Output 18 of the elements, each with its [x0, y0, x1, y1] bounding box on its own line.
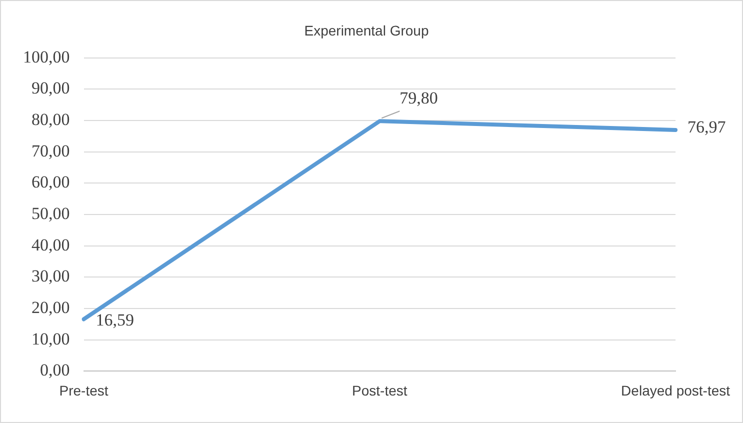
y-tick-label: 30,00	[32, 266, 70, 286]
data-label: 16,59	[96, 310, 134, 330]
y-tick-label: 70,00	[32, 141, 70, 160]
y-tick-label: 40,00	[32, 235, 70, 254]
y-tick-label: 90,00	[32, 78, 70, 98]
y-tick-label: 20,00	[32, 298, 70, 317]
y-tick-label: 0,00	[40, 360, 70, 380]
y-tick-label: 60,00	[32, 172, 70, 192]
x-tick-label: Post-test	[352, 382, 408, 398]
y-tick-label: 10,00	[32, 329, 70, 348]
y-tick-label: 80,00	[32, 110, 70, 129]
chart-title: Experimental Group	[304, 22, 429, 38]
data-label: 79,80	[400, 88, 438, 108]
x-tick-label: Delayed post-test	[621, 382, 730, 398]
y-tick-label: 100,00	[23, 47, 70, 66]
data-label: 76,97	[688, 117, 726, 136]
x-tick-label: Pre-test	[59, 382, 108, 398]
y-tick-label: 50,00	[32, 204, 70, 223]
